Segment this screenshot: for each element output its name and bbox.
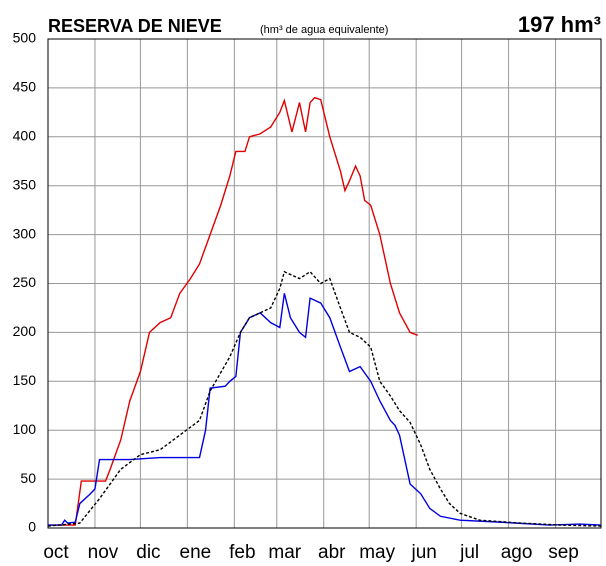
x-tick-label: sep	[548, 542, 579, 563]
x-tick-label: may	[359, 542, 395, 563]
series-line	[47, 270, 602, 527]
y-tick-label: 200	[13, 323, 37, 339]
y-tick-label: 400	[13, 128, 37, 144]
y-tick-label: 350	[13, 176, 37, 192]
y-tick-label: 150	[13, 372, 37, 388]
y-tick-label: 250	[13, 274, 37, 290]
x-tick-label: oct	[43, 542, 69, 563]
y-tick-label: 300	[13, 225, 37, 241]
chart-title: RESERVA DE NIEVE	[48, 16, 222, 36]
series-line	[48, 293, 602, 526]
current-value: 197 hm³	[518, 12, 601, 37]
x-tick-label: feb	[229, 542, 255, 563]
y-tick-label: 450	[13, 79, 37, 95]
series-line	[48, 96, 418, 526]
x-tick-label: jul	[459, 542, 479, 563]
y-tick-label: 50	[20, 470, 36, 486]
y-tick-label: 500	[13, 30, 37, 46]
x-tick-label: jun	[410, 542, 436, 563]
x-tick-label: ago	[501, 542, 533, 563]
y-tick-label: 0	[28, 519, 36, 535]
x-tick-label: abr	[318, 542, 346, 563]
chart-subtitle: (hm³ de agua equivalente)	[260, 24, 388, 36]
x-tick-label: dic	[136, 542, 160, 563]
x-tick-label: mar	[268, 542, 301, 563]
y-tick-label: 100	[13, 421, 37, 437]
x-tick-label: ene	[180, 542, 212, 563]
plot-frame	[47, 38, 602, 529]
x-tick-label: nov	[88, 542, 119, 563]
